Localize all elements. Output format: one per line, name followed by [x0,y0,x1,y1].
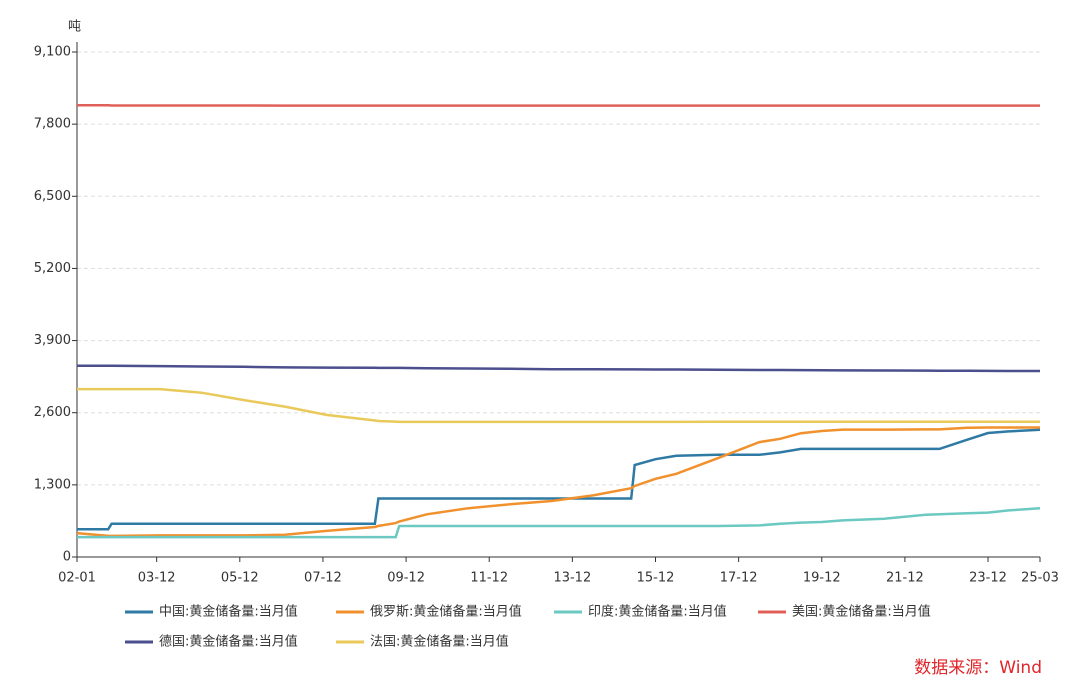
legend-label: 德国:黄金储备量:当月值 [159,634,298,650]
series-line [77,387,1040,424]
y-tick-label: 2,600 [34,405,71,420]
x-tick-label: 23-12 [969,571,1007,586]
x-tick-label: 17-12 [720,571,758,586]
series-line [77,364,1040,373]
x-tick-label: 13-12 [553,571,591,586]
x-tick-label: 25-03 [1021,571,1059,586]
series-line [77,428,1041,531]
y-tick-label: 3,900 [34,333,71,348]
legend-label: 美国:黄金储备量:当月值 [792,604,931,620]
x-tick-label: 19-12 [803,571,841,586]
x-tick-label: 09-12 [387,571,425,586]
source: 数据来源：Wind [914,658,1042,678]
legend-label: 俄罗斯:黄金储备量:当月值 [370,604,522,620]
x-tick-label: 15-12 [637,571,675,586]
y-tick-label: 9,100 [34,45,71,60]
y-unit: 吨 [68,20,81,35]
y-tick-label: 5,200 [34,261,71,276]
x-tick-label: 21-12 [886,571,924,586]
legend-label: 印度:黄金储备量:当月值 [588,604,727,620]
legend-label: 法国:黄金储备量:当月值 [370,634,509,650]
y-tick-label: 7,800 [34,117,71,132]
y-tick-label: 0 [63,550,71,565]
x-tick-label: 03-12 [138,571,176,586]
x-tick-label: 02-01 [58,571,96,586]
x-tick-label: 07-12 [304,571,342,586]
x-tick-label: 05-12 [221,571,259,586]
y-tick-label: 1,300 [34,477,71,492]
y-tick-label: 6,500 [34,189,71,204]
x-tick-label: 11-12 [470,571,508,586]
series-line [77,506,1041,539]
legend-label: 中国:黄金储备量:当月值 [159,604,298,620]
series-line [76,426,1040,538]
